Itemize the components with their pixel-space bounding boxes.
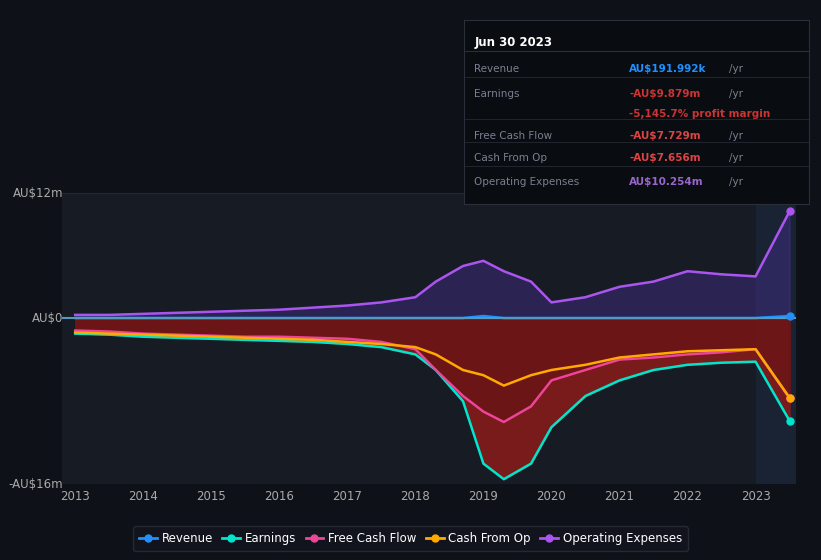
Text: AU$0: AU$0: [31, 311, 63, 324]
Text: AU$191.992k: AU$191.992k: [630, 64, 707, 74]
Text: /yr: /yr: [729, 88, 743, 99]
Text: Cash From Op: Cash From Op: [475, 153, 548, 163]
Bar: [755, 193, 796, 484]
Text: Jun 30 2023: Jun 30 2023: [475, 36, 553, 49]
Text: -AU$7.656m: -AU$7.656m: [630, 153, 701, 163]
Text: Earnings: Earnings: [475, 88, 520, 99]
Text: Operating Expenses: Operating Expenses: [475, 177, 580, 187]
Text: -AU$16m: -AU$16m: [8, 478, 63, 491]
Text: -AU$7.729m: -AU$7.729m: [630, 131, 701, 141]
Legend: Revenue, Earnings, Free Cash Flow, Cash From Op, Operating Expenses: Revenue, Earnings, Free Cash Flow, Cash …: [133, 526, 688, 551]
Text: /yr: /yr: [729, 177, 743, 187]
Text: Revenue: Revenue: [475, 64, 520, 74]
Text: AU$10.254m: AU$10.254m: [630, 177, 704, 187]
Text: AU$12m: AU$12m: [12, 186, 63, 200]
Text: -AU$9.879m: -AU$9.879m: [630, 88, 701, 99]
Text: /yr: /yr: [729, 131, 743, 141]
Text: /yr: /yr: [729, 153, 743, 163]
Text: Free Cash Flow: Free Cash Flow: [475, 131, 553, 141]
Text: -5,145.7% profit margin: -5,145.7% profit margin: [630, 109, 771, 119]
Text: /yr: /yr: [729, 64, 743, 74]
